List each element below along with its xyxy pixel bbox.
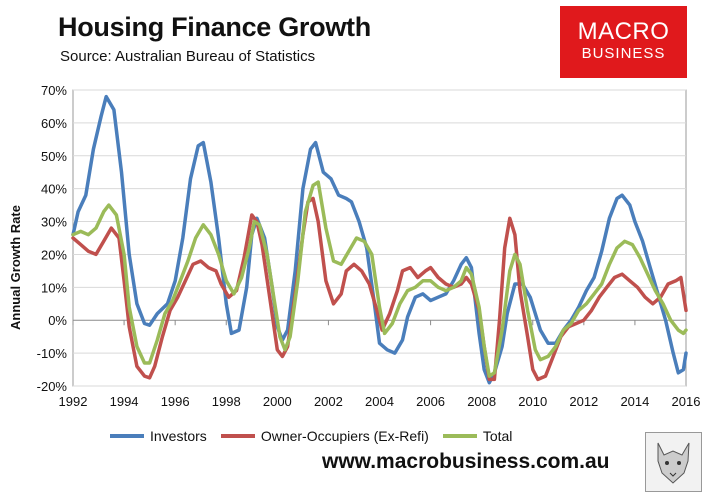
y-tick-label: -10% — [37, 346, 68, 361]
x-tick-label: 2006 — [416, 394, 445, 409]
x-tick-label: 2010 — [518, 394, 547, 409]
y-tick-label: 40% — [41, 182, 67, 197]
series-line-owner-occupiers-ex-refi — [71, 196, 688, 382]
wolf-logo-image — [645, 432, 702, 492]
y-tick-label: -20% — [37, 379, 68, 394]
macrobusiness-logo: MACRO BUSINESS — [560, 6, 687, 78]
series-line-investors — [71, 94, 688, 385]
x-tick-label: 1994 — [110, 394, 139, 409]
y-tick-label: 70% — [41, 83, 67, 98]
legend-item-investors: Investors — [110, 428, 207, 444]
x-tick-label: 2004 — [365, 394, 394, 409]
x-tick-label: 1996 — [161, 394, 190, 409]
line-chart: 70% 60% 50% 40% 30% 20% 10% 0% -10% -20%1992 1994 1… — [37, 83, 701, 409]
y-tick-label: 0% — [48, 313, 67, 328]
x-tick-label: 1992 — [59, 394, 88, 409]
y-tick-label: 30% — [41, 215, 67, 230]
legend-swatch-total — [442, 434, 477, 438]
y-axis-label: Annual Growth Rate — [8, 205, 23, 330]
legend-label-total: Total — [482, 428, 513, 444]
x-tick-label: 2002 — [314, 394, 343, 409]
legend-item-total: Total — [442, 428, 513, 444]
x-tick-label: 2014 — [620, 394, 649, 409]
legend-label-owner-occupiers: Owner-Occupiers (Ex-Refi) — [260, 428, 429, 444]
footer-url: www.macrobusiness.com.au — [322, 450, 610, 473]
legend-label-investors: Investors — [150, 428, 207, 444]
series-line-total — [71, 180, 688, 378]
logo-line-2: BUSINESS — [581, 45, 666, 62]
chart-legend: Investors Owner-Occupiers (Ex-Refi) Tota… — [110, 428, 526, 444]
x-tick-label: 2008 — [467, 394, 496, 409]
x-tick-label: 1998 — [212, 394, 241, 409]
y-tick-label: 10% — [41, 280, 67, 295]
x-tick-label: 2016 — [672, 394, 701, 409]
chart-title: Housing Finance Growth — [58, 12, 371, 42]
y-tick-label: 20% — [41, 247, 67, 262]
logo-line-1: MACRO — [577, 18, 670, 45]
x-tick-label: 2000 — [263, 394, 292, 409]
y-tick-label: 50% — [41, 149, 67, 164]
legend-swatch-owner-occupiers — [220, 434, 255, 438]
chart-source: Source: Australian Bureau of Statistics — [60, 48, 316, 65]
legend-item-owner-occupiers: Owner-Occupiers (Ex-Refi) — [220, 428, 429, 444]
y-tick-label: 60% — [41, 116, 67, 131]
x-tick-label: 2012 — [569, 394, 598, 409]
legend-swatch-investors — [110, 434, 144, 438]
